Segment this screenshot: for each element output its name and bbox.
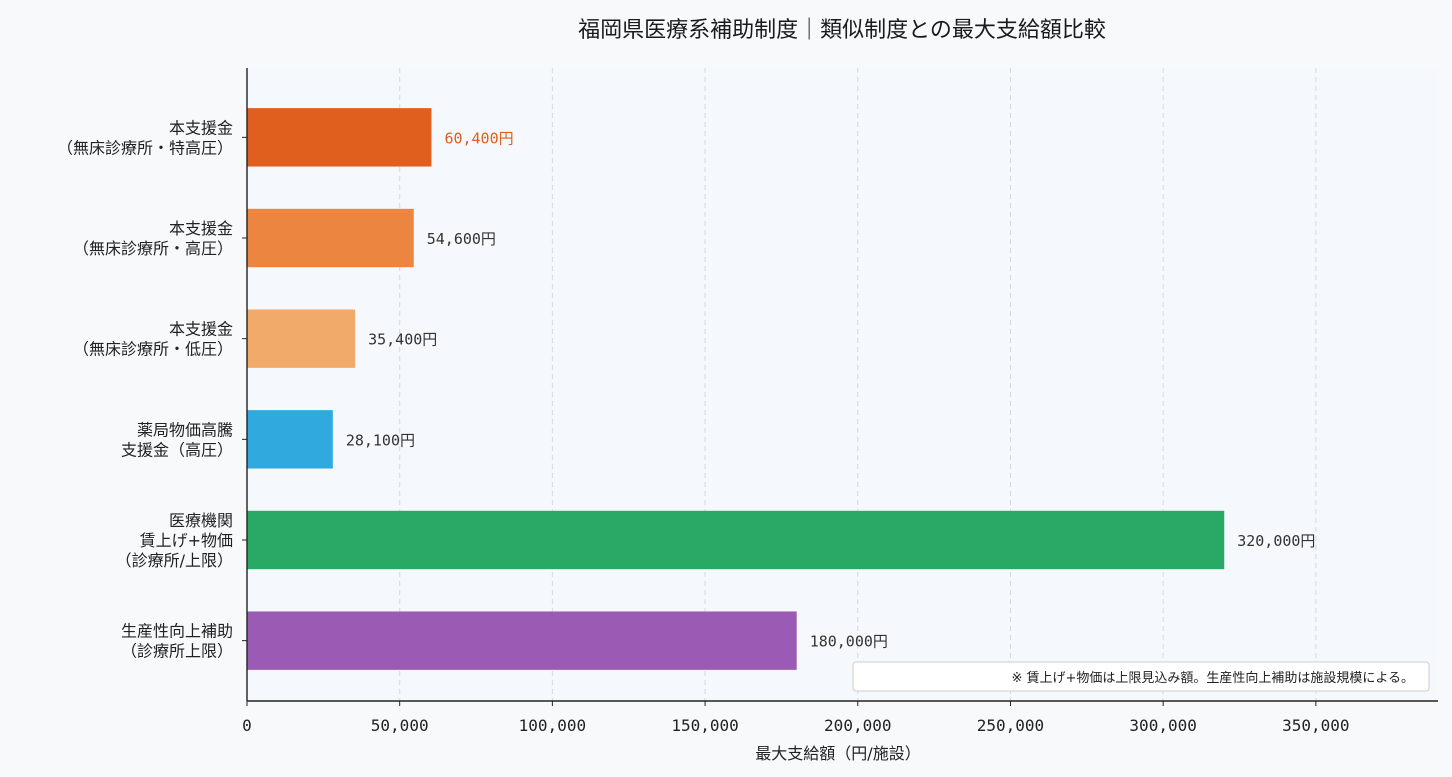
y-tick-label-line: （無床診療所・低圧） (73, 340, 233, 359)
bar (247, 611, 797, 670)
data-labels: 60,400円 54,600円 35,400円 28,100円 320,000円 180,… (346, 129, 1316, 650)
x-tick-label: 350,000 (1282, 716, 1349, 735)
bar-value-label: 54,600円 (427, 230, 496, 248)
y-tick-label-line: 医療機関 (169, 511, 233, 530)
bar-value-label: 60,400円 (444, 129, 513, 147)
y-tick-label: 生産性向上補助（診療所上限） (121, 622, 233, 661)
y-tick-label: 本支援金（無床診療所・特高圧） (57, 118, 233, 157)
note-box-frame (852, 661, 1430, 692)
bar (247, 510, 1225, 570)
x-tick-label: 200,000 (824, 716, 891, 735)
grid-lines (399, 68, 1317, 701)
y-tick-label-line: 支援金（高圧） (121, 440, 233, 459)
x-axis-label: 最大支給額（円/施設） (755, 744, 920, 763)
x-tick-label: 100,000 (519, 716, 586, 735)
bar (247, 208, 414, 268)
y-tick-label-line: 本支援金 (169, 118, 233, 137)
bar-value-label: 35,400円 (368, 331, 437, 349)
bar (247, 309, 356, 368)
x-tick-label: 250,000 (977, 716, 1044, 735)
note-box: ※ 賃上げ+物価は上限見込み額。生産性向上補助は施設規模による。 (852, 661, 1430, 692)
bar-value-label: 320,000円 (1237, 532, 1315, 550)
bars (247, 108, 1225, 670)
bar (247, 108, 432, 167)
y-tick-label-line: （診療所上限） (121, 642, 233, 661)
y-tick-label: 本支援金（無床診療所・高圧） (73, 219, 233, 258)
x-axis-ticks: 0 50,000 100,000 150,000 200,000 250,000 300,0… (242, 701, 1350, 735)
bar-value-label: 28,100円 (346, 431, 415, 449)
y-tick-label-line: （診療所/上限） (116, 551, 233, 570)
bar-value-label: 180,000円 (810, 633, 888, 651)
y-tick-label-line: 賃上げ+物価 (140, 531, 233, 550)
y-axis-ticks: 本支援金（無床診療所・特高圧）本支援金（無床診療所・高圧）本支援金（無床診療所・… (57, 118, 247, 661)
bar (247, 410, 333, 469)
y-tick-label-line: 本支援金 (169, 219, 233, 238)
y-tick-label-line: （無床診療所・特高圧） (57, 138, 233, 157)
note-text: ※ 賃上げ+物価は上限見込み額。生産性向上補助は施設規模による。 (1011, 670, 1414, 686)
y-tick-label: 医療機関賃上げ+物価（診療所/上限） (116, 511, 233, 570)
y-tick-label: 薬局物価高騰支援金（高圧） (121, 420, 233, 459)
x-tick-label: 150,000 (671, 716, 738, 735)
y-tick-label-line: 生産性向上補助 (121, 622, 233, 641)
plot-area-background (247, 68, 1438, 701)
y-tick-label-line: 本支援金 (169, 320, 233, 339)
y-tick-label: 本支援金（無床診療所・低圧） (73, 320, 233, 359)
chart-title: 福岡県医療系補助制度｜類似制度との最大支給額比較 (578, 18, 1106, 43)
y-tick-label-line: 薬局物価高騰 (137, 420, 233, 439)
x-tick-label: 50,000 (371, 716, 429, 735)
y-tick-label-line: （無床診療所・高圧） (73, 239, 233, 258)
x-tick-label: 0 (242, 716, 252, 735)
x-tick-label: 300,000 (1129, 716, 1196, 735)
